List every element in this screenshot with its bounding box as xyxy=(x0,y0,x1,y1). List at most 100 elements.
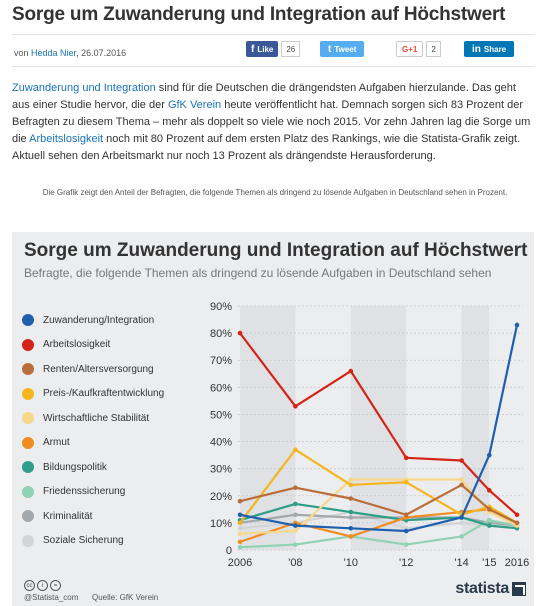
x-tick-label: '15 xyxy=(482,557,496,569)
facebook-like-button[interactable]: f Like xyxy=(246,41,279,57)
data-point xyxy=(237,539,243,545)
linkedin-share-button[interactable]: in Share xyxy=(464,41,515,57)
legend-item: Bildungspolitik xyxy=(22,455,164,480)
graphic-caption: Die Grafik zeigt den Anteil der Befragte… xyxy=(42,188,508,197)
y-tick-label: 0 xyxy=(226,545,232,557)
data-point xyxy=(459,458,464,463)
source-note: Quelle: GfK Verein xyxy=(92,593,159,602)
y-tick-label: 50% xyxy=(210,409,232,421)
license-icon: i xyxy=(37,580,48,591)
legend-swatch xyxy=(22,412,34,425)
data-point xyxy=(348,534,354,539)
x-tick-label: '12 xyxy=(399,557,413,569)
data-point xyxy=(237,531,243,537)
twitter-icon: t xyxy=(328,43,332,55)
data-point xyxy=(403,512,409,518)
statista-logo: statista xyxy=(455,580,526,598)
link-zuwanderung[interactable]: Zuwanderung und Integration xyxy=(12,82,156,94)
legend-item: Arbeitslosigkeit xyxy=(22,333,164,358)
publish-date: , 26.07.2016 xyxy=(76,48,127,58)
paragraph-text: sind für die Deutschen die drängendsten … xyxy=(12,82,516,111)
line-chart: 0 10% 20% 30% 40% 50% 60% 70% 80% 90% 2006 '08 '10 '1… xyxy=(210,301,529,569)
paragraph-text: noch mit 80 Prozent auf dem ersten Platz… xyxy=(12,133,521,162)
data-point xyxy=(514,520,520,526)
data-point xyxy=(403,479,409,485)
plot-band xyxy=(350,306,407,550)
twitter-widget: t Tweet xyxy=(320,40,365,58)
link-gfk-verein[interactable]: GfK Verein xyxy=(167,99,222,111)
facebook-icon: f xyxy=(251,43,255,55)
legend-item: Preis-/Kaufkraftentwicklung xyxy=(22,382,164,407)
data-point xyxy=(459,477,464,482)
data-point xyxy=(348,496,354,501)
legend-label: Armut xyxy=(43,437,70,449)
data-point xyxy=(237,526,243,531)
data-point xyxy=(293,528,298,534)
legend-label: Preis-/Kaufkraftentwicklung xyxy=(43,388,165,400)
linkedin-icon: in xyxy=(472,43,481,55)
data-point xyxy=(348,509,354,515)
legend-swatch xyxy=(22,510,34,523)
data-point xyxy=(487,523,492,528)
legend-swatch xyxy=(22,534,34,547)
legend-item: Armut xyxy=(22,431,164,456)
data-point xyxy=(403,542,409,547)
legend-label: Renten/Altersversorgung xyxy=(43,363,154,375)
data-point xyxy=(514,512,520,518)
facebook-like-count: 26 xyxy=(281,41,301,57)
data-point xyxy=(348,477,354,482)
y-tick-label: 90% xyxy=(210,301,232,313)
y-tick-label: 40% xyxy=(210,437,232,449)
byline: von Hedda Nier, 26.07.2016 xyxy=(14,48,126,58)
article-paragraph: Zuwanderung und Integration sind für die… xyxy=(12,80,534,165)
data-point xyxy=(293,542,298,547)
chart-legend: Zuwanderung/Integration Arbeitslosigkeit R… xyxy=(22,308,164,553)
author-link[interactable]: Hedda Nier xyxy=(31,48,77,58)
license-icon: cc xyxy=(24,580,35,591)
legend-label: Friedenssicherung xyxy=(43,486,126,498)
x-tick-label: '14 xyxy=(454,557,468,569)
facebook-like-widget: f Like 26 xyxy=(246,40,301,58)
data-point xyxy=(348,515,354,520)
data-point xyxy=(459,515,464,520)
linkedin-widget: in Share xyxy=(464,40,515,58)
statista-infographic: Sorge um Zuwanderung und Integration auf… xyxy=(12,232,534,606)
legend-item: Kriminalität xyxy=(22,504,164,529)
data-point xyxy=(293,523,298,528)
x-tick-label: 2006 xyxy=(228,557,252,569)
data-point xyxy=(237,498,243,504)
paragraph-text: heute veröffentlicht hat. Demnach sorgen… xyxy=(12,99,531,145)
data-point xyxy=(487,517,492,523)
data-point xyxy=(293,404,298,409)
link-arbeitslosigkeit[interactable]: Arbeitslosigkeit xyxy=(29,133,104,145)
data-point xyxy=(237,520,243,526)
data-point xyxy=(293,485,298,490)
google-plus-button[interactable]: G+1 xyxy=(396,41,424,57)
x-tick-label: 2016 xyxy=(505,557,529,569)
legend-item: Zuwanderung/Integration xyxy=(22,308,164,333)
license-icon: = xyxy=(50,580,61,591)
byline-prefix: von xyxy=(14,48,29,58)
data-point xyxy=(487,507,492,512)
y-tick-label: 10% xyxy=(210,518,232,530)
legend-swatch xyxy=(22,485,34,498)
chart-subtitle: Befragte, die folgende Themen als dringe… xyxy=(24,266,492,280)
chart-title: Sorge um Zuwanderung und Integration auf… xyxy=(24,240,528,261)
legend-swatch xyxy=(22,436,34,449)
legend-label: Soziale Sicherung xyxy=(43,535,124,547)
legend-label: Wirtschaftliche Stabilität xyxy=(43,412,150,424)
tweet-button[interactable]: t Tweet xyxy=(320,41,365,57)
legend-label: Zuwanderung/Integration xyxy=(43,314,155,326)
data-point xyxy=(403,455,409,461)
legend-label: Bildungspolitik xyxy=(43,461,107,473)
data-point xyxy=(403,528,409,534)
byline-divider xyxy=(12,66,534,67)
legend-item: Renten/Altersversorgung xyxy=(22,357,164,382)
data-point xyxy=(293,447,298,452)
title-divider xyxy=(12,34,534,35)
data-point xyxy=(348,482,354,488)
data-point xyxy=(293,512,298,518)
x-tick-label: '10 xyxy=(344,557,358,569)
data-point xyxy=(348,368,354,374)
legend-item: Friedenssicherung xyxy=(22,480,164,505)
